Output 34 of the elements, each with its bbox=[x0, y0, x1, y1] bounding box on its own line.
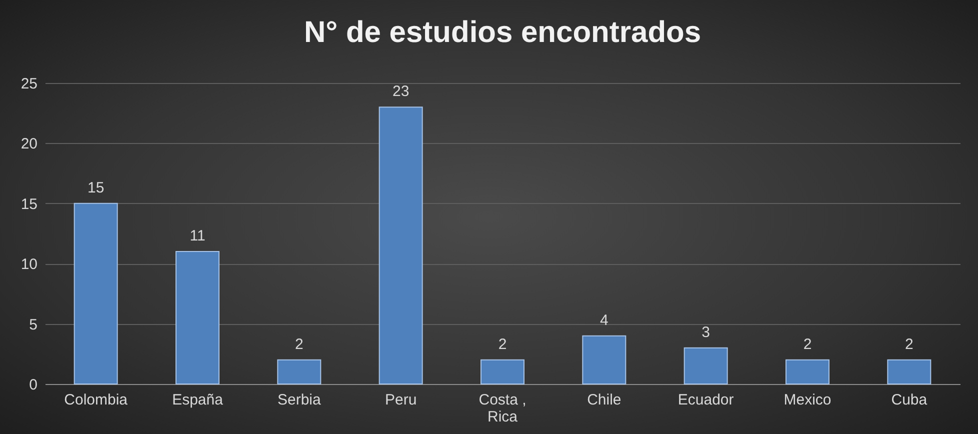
data-label: 2 bbox=[294, 336, 304, 353]
data-label: 2 bbox=[904, 336, 914, 353]
x-tick-label: Cuba bbox=[891, 392, 928, 408]
x-tick-label: Serbia bbox=[277, 392, 322, 408]
y-tick-label: 5 bbox=[29, 316, 38, 334]
x-tick-label: Chile bbox=[587, 392, 622, 408]
data-label: 11 bbox=[190, 228, 206, 245]
x-tick-label: Costa , Rica bbox=[478, 392, 526, 426]
bar bbox=[786, 359, 830, 384]
data-label: 3 bbox=[702, 324, 710, 341]
bar bbox=[480, 359, 525, 384]
bar bbox=[277, 359, 322, 384]
data-label: 2 bbox=[498, 336, 507, 353]
y-tick-label: 0 bbox=[29, 376, 38, 394]
bar bbox=[176, 251, 220, 384]
bar bbox=[582, 335, 626, 384]
x-tick-label: Peru bbox=[384, 392, 417, 408]
bar bbox=[74, 202, 118, 384]
data-label: 2 bbox=[803, 336, 812, 353]
y-tick-label: 20 bbox=[20, 136, 38, 153]
x-tick-label: Ecuador bbox=[678, 392, 734, 408]
chart-title: N° de estudios encontrados bbox=[304, 16, 702, 49]
bar bbox=[887, 359, 932, 384]
bar bbox=[378, 106, 423, 384]
x-tick-label: España bbox=[172, 392, 224, 408]
y-tick-label: 25 bbox=[20, 76, 38, 92]
y-tick-label: 10 bbox=[20, 256, 38, 274]
x-tick-label: Colombia bbox=[64, 392, 128, 408]
data-label: 4 bbox=[600, 312, 608, 329]
data-label: 15 bbox=[87, 179, 104, 196]
y-tick-label: 15 bbox=[20, 196, 38, 213]
bar bbox=[684, 347, 728, 384]
data-label: 23 bbox=[392, 83, 410, 100]
x-tick-label: Mexico bbox=[784, 392, 832, 408]
